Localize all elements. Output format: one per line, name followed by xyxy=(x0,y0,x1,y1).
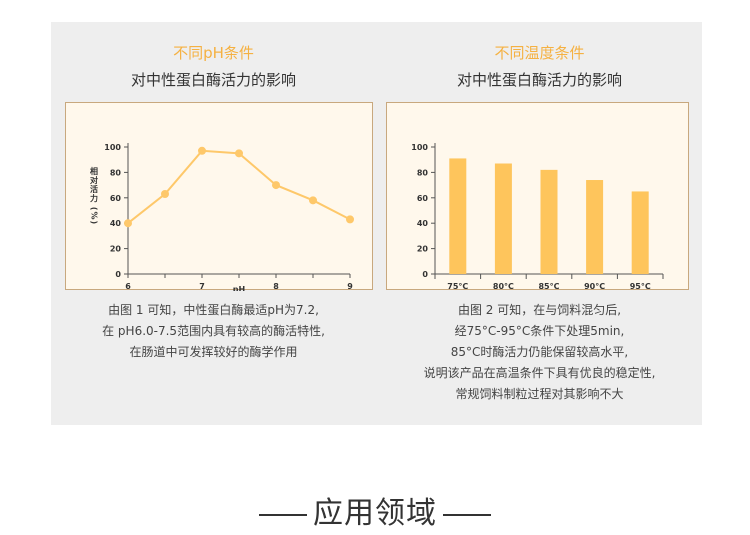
bar xyxy=(631,191,649,274)
bar xyxy=(540,169,558,274)
temperature-chart-box: 0 20 40 60 80 100 75°C 80°C 85°C 90°C 95°C xyxy=(386,102,689,291)
x-tick-label: 6 xyxy=(125,282,131,291)
y-tick-label: 100 xyxy=(104,143,121,152)
temperature-description-line: 经75°C-95°C条件下处理5min, xyxy=(454,324,625,338)
data-point xyxy=(198,146,206,155)
bar xyxy=(494,163,512,274)
x-tick-label: 80°C xyxy=(493,282,514,291)
y-tick-label: 20 xyxy=(417,245,429,254)
bar xyxy=(449,158,467,274)
data-point xyxy=(309,196,317,205)
section-title-text: 应用领域 xyxy=(313,496,437,531)
data-point xyxy=(124,219,132,228)
x-tick-label: 90°C xyxy=(584,282,605,291)
ph-description-line: 在肠道中可发挥较好的酶学作用 xyxy=(129,345,298,359)
y-tick-label: 80 xyxy=(110,168,122,177)
temperature-description-line: 由图 2 可知，在与饲料混匀后, xyxy=(457,303,622,317)
x-tick-label: 85°C xyxy=(538,282,559,291)
y-tick-label: 100 xyxy=(411,143,428,152)
y-tick-label: 40 xyxy=(110,219,122,228)
bar xyxy=(586,180,604,274)
data-series-line xyxy=(127,149,351,224)
temperature-description: 由图 2 可知，在与饲料混匀后, 经75°C-95°C条件下处理5min, 85… xyxy=(377,300,702,405)
ph-description: 由图 1 可知，中性蛋白酶最适pH为7.2, 在 pH6.0-7.5范围内具有较… xyxy=(51,300,376,363)
x-axis-title: pH xyxy=(233,285,245,291)
data-point xyxy=(235,149,243,158)
y-tick-label: 80 xyxy=(417,168,429,177)
ph-description-line: 由图 1 可知，中性蛋白酶最适pH为7.2, xyxy=(108,303,319,317)
ph-line-chart: 0 20 40 60 80 100 6 7 8 9 pH 相对活力 (%) xyxy=(90,143,354,291)
temperature-headline: 不同温度条件 xyxy=(494,44,585,62)
heading-rule-left xyxy=(259,513,307,516)
y-tick-label: 40 xyxy=(417,219,429,228)
y-tick-label: 0 xyxy=(422,270,428,279)
heading-rule-right xyxy=(443,513,491,516)
ph-chart-box: 0 20 40 60 80 100 6 7 8 9 pH 相对活力 (%) xyxy=(65,102,373,291)
ph-headline: 不同pH条件 xyxy=(173,44,254,62)
x-tick-label: 7 xyxy=(199,282,205,291)
data-point xyxy=(161,189,169,198)
x-tick-label: 75°C xyxy=(447,282,468,291)
ph-description-line: 在 pH6.0-7.5范围内具有较高的酶活特性, xyxy=(102,324,325,338)
y-axis-title: 相对活力 (%) xyxy=(90,166,99,225)
temperature-subtitle: 对中性蛋白酶活力的影响 xyxy=(456,71,622,89)
x-tick-label: 8 xyxy=(273,282,279,291)
temperature-description-line: 常规饲料制粒过程对其影响不大 xyxy=(455,387,624,401)
y-tick-label: 60 xyxy=(417,194,429,203)
y-tick-label: 60 xyxy=(110,194,122,203)
x-tick-label: 9 xyxy=(347,282,353,291)
data-point xyxy=(346,215,354,224)
temperature-description-line: 85°C时酶活力仍能保留较高水平, xyxy=(450,345,629,359)
section-heading: 应用领域 xyxy=(0,488,750,532)
y-tick-label: 0 xyxy=(115,270,121,279)
comparison-panel: 不同pH条件 对中性蛋白酶活力的影响 0 20 40 60 80 100 6 7 8 9 pH 相对活… xyxy=(51,22,702,425)
x-tick-label: 95°C xyxy=(630,282,651,291)
ph-subtitle: 对中性蛋白酶活力的影响 xyxy=(130,71,296,89)
temperature-description-line: 说明该产品在高温条件下具有优良的稳定性, xyxy=(423,366,656,380)
y-tick-label: 20 xyxy=(110,245,122,254)
data-point xyxy=(272,181,280,190)
temperature-bar-chart: 0 20 40 60 80 100 75°C 80°C 85°C 90°C 95°C xyxy=(411,143,664,291)
